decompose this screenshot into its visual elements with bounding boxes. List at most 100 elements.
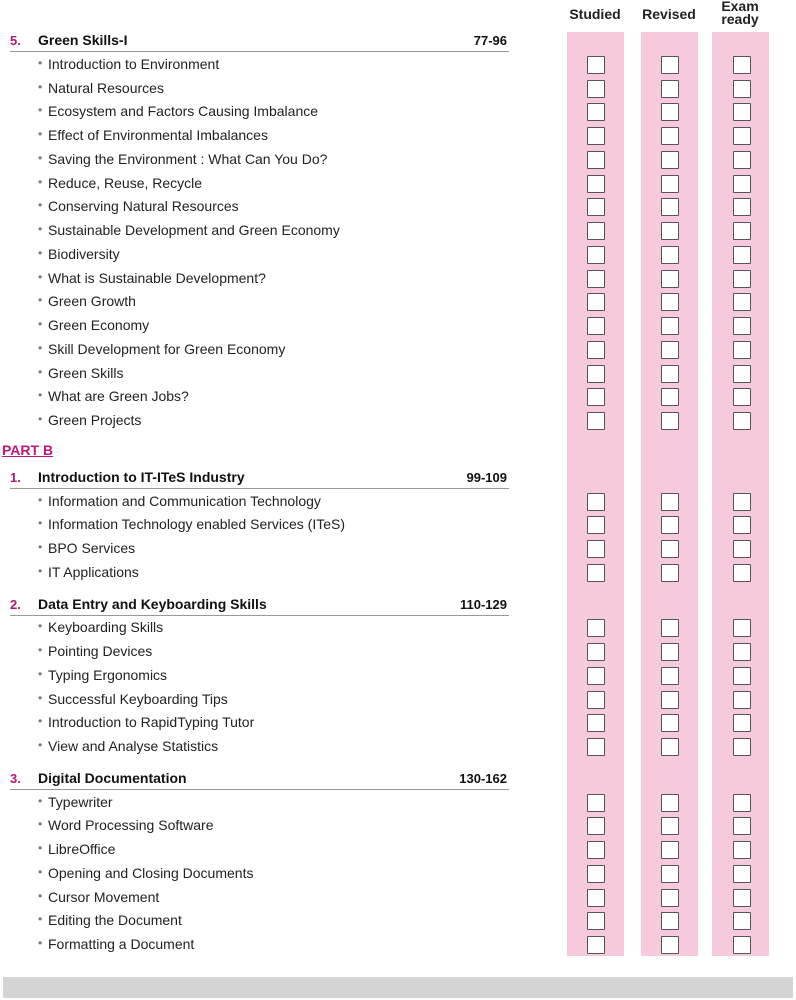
exam-ready-checkbox[interactable] <box>733 540 751 559</box>
studied-checkbox[interactable] <box>587 79 605 98</box>
exam-ready-checkbox[interactable] <box>733 79 751 98</box>
exam-ready-checkbox[interactable] <box>733 492 751 511</box>
exam-ready-checkbox[interactable] <box>733 55 751 74</box>
studied-checkbox[interactable] <box>587 841 605 860</box>
revised-checkbox[interactable] <box>661 103 679 122</box>
studied-checkbox[interactable] <box>587 888 605 907</box>
revised-checkbox[interactable] <box>661 540 679 559</box>
revised-checkbox[interactable] <box>661 364 679 383</box>
studied-checkbox[interactable] <box>587 269 605 288</box>
revised-checkbox[interactable] <box>661 269 679 288</box>
revised-checkbox[interactable] <box>661 222 679 241</box>
studied-checkbox[interactable] <box>587 364 605 383</box>
studied-checkbox[interactable] <box>587 198 605 217</box>
exam-ready-checkbox[interactable] <box>733 127 751 146</box>
exam-ready-checkbox[interactable] <box>733 888 751 907</box>
exam-ready-checkbox[interactable] <box>733 293 751 312</box>
revised-checkbox[interactable] <box>661 340 679 359</box>
revised-checkbox[interactable] <box>661 55 679 74</box>
exam-ready-checkbox[interactable] <box>733 198 751 217</box>
revised-checkbox[interactable] <box>661 245 679 264</box>
exam-ready-checkbox[interactable] <box>733 245 751 264</box>
studied-checkbox[interactable] <box>587 563 605 582</box>
exam-ready-checkbox[interactable] <box>733 103 751 122</box>
revised-checkbox[interactable] <box>661 714 679 733</box>
revised-checkbox[interactable] <box>661 666 679 685</box>
revised-checkbox[interactable] <box>661 79 679 98</box>
studied-checkbox[interactable] <box>587 864 605 883</box>
revised-checkbox[interactable] <box>661 619 679 638</box>
revised-checkbox[interactable] <box>661 198 679 217</box>
revised-checkbox[interactable] <box>661 150 679 169</box>
exam-ready-checkbox[interactable] <box>733 388 751 407</box>
studied-checkbox[interactable] <box>587 643 605 662</box>
revised-checkbox[interactable] <box>661 643 679 662</box>
revised-checkbox[interactable] <box>661 690 679 709</box>
exam-ready-checkbox[interactable] <box>733 269 751 288</box>
studied-checkbox[interactable] <box>587 103 605 122</box>
studied-checkbox[interactable] <box>587 714 605 733</box>
revised-checkbox[interactable] <box>661 936 679 955</box>
studied-checkbox[interactable] <box>587 492 605 511</box>
exam-ready-checkbox[interactable] <box>733 516 751 535</box>
exam-ready-checkbox[interactable] <box>733 317 751 336</box>
exam-ready-checkbox[interactable] <box>733 222 751 241</box>
studied-checkbox[interactable] <box>587 245 605 264</box>
studied-checkbox[interactable] <box>587 619 605 638</box>
studied-checkbox[interactable] <box>587 174 605 193</box>
revised-checkbox[interactable] <box>661 127 679 146</box>
revised-checkbox[interactable] <box>661 912 679 931</box>
studied-checkbox[interactable] <box>587 412 605 431</box>
revised-checkbox[interactable] <box>661 388 679 407</box>
exam-ready-checkbox[interactable] <box>733 714 751 733</box>
exam-ready-checkbox[interactable] <box>733 841 751 860</box>
exam-ready-checkbox[interactable] <box>733 412 751 431</box>
studied-checkbox[interactable] <box>587 817 605 836</box>
exam-ready-checkbox[interactable] <box>733 738 751 757</box>
studied-checkbox[interactable] <box>587 666 605 685</box>
studied-checkbox[interactable] <box>587 388 605 407</box>
revised-checkbox[interactable] <box>661 793 679 812</box>
exam-ready-checkbox[interactable] <box>733 793 751 812</box>
exam-ready-checkbox[interactable] <box>733 643 751 662</box>
studied-checkbox[interactable] <box>587 936 605 955</box>
exam-ready-checkbox[interactable] <box>733 174 751 193</box>
studied-checkbox[interactable] <box>587 317 605 336</box>
revised-checkbox[interactable] <box>661 841 679 860</box>
studied-checkbox[interactable] <box>587 690 605 709</box>
studied-checkbox[interactable] <box>587 738 605 757</box>
revised-checkbox[interactable] <box>661 174 679 193</box>
divider <box>10 788 509 790</box>
exam-ready-checkbox[interactable] <box>733 817 751 836</box>
revised-checkbox[interactable] <box>661 738 679 757</box>
revised-checkbox[interactable] <box>661 888 679 907</box>
revised-checkbox[interactable] <box>661 563 679 582</box>
exam-ready-checkbox[interactable] <box>733 563 751 582</box>
studied-checkbox[interactable] <box>587 150 605 169</box>
studied-checkbox[interactable] <box>587 127 605 146</box>
studied-checkbox[interactable] <box>587 55 605 74</box>
studied-checkbox[interactable] <box>587 516 605 535</box>
revised-checkbox[interactable] <box>661 293 679 312</box>
exam-ready-checkbox[interactable] <box>733 864 751 883</box>
exam-ready-checkbox[interactable] <box>733 364 751 383</box>
revised-checkbox[interactable] <box>661 317 679 336</box>
studied-checkbox[interactable] <box>587 293 605 312</box>
studied-checkbox[interactable] <box>587 793 605 812</box>
revised-checkbox[interactable] <box>661 492 679 511</box>
studied-checkbox[interactable] <box>587 540 605 559</box>
studied-checkbox[interactable] <box>587 222 605 241</box>
studied-checkbox[interactable] <box>587 912 605 931</box>
exam-ready-checkbox[interactable] <box>733 619 751 638</box>
exam-ready-checkbox[interactable] <box>733 936 751 955</box>
exam-ready-checkbox[interactable] <box>733 690 751 709</box>
revised-checkbox[interactable] <box>661 412 679 431</box>
exam-ready-checkbox[interactable] <box>733 666 751 685</box>
exam-ready-checkbox[interactable] <box>733 340 751 359</box>
revised-checkbox[interactable] <box>661 516 679 535</box>
revised-checkbox[interactable] <box>661 817 679 836</box>
revised-checkbox[interactable] <box>661 864 679 883</box>
exam-ready-checkbox[interactable] <box>733 912 751 931</box>
studied-checkbox[interactable] <box>587 340 605 359</box>
exam-ready-checkbox[interactable] <box>733 150 751 169</box>
